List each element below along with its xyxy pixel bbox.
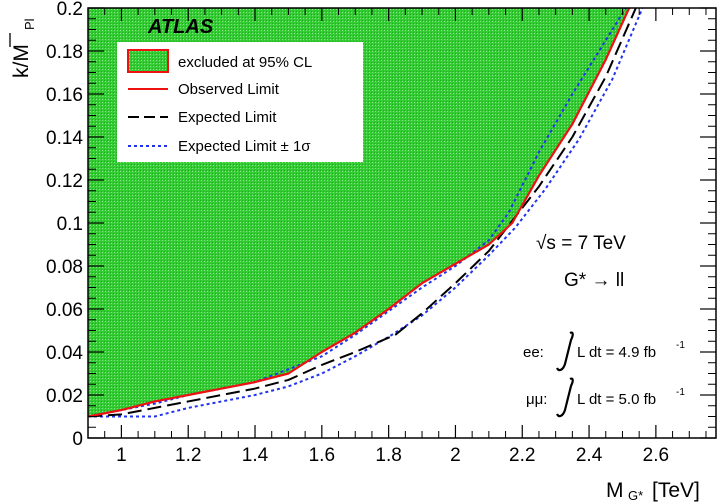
y-tick-label: 0.12 [46, 171, 83, 192]
x-axis-title: M G* [TeV] [606, 479, 700, 503]
legend-entry-observed: Observed Limit [128, 81, 280, 98]
x-tick-label: 2.4 [576, 445, 603, 466]
ee-luminosity: L dt = 4.9 fb [577, 344, 656, 361]
legend-entry-sigma: Expected Limit ± 1σ [128, 138, 311, 155]
mumu-integral-sign [556, 377, 574, 418]
x-tick-label: 1 [116, 445, 127, 466]
legend-label-observed: Observed Limit [178, 81, 280, 98]
series-observed-limit [88, 8, 631, 418]
x-axis-title-main: M [606, 479, 624, 502]
legend-entry-excluded: excluded at 95% CL [127, 49, 312, 73]
x-tick-label: 2.6 [643, 445, 669, 466]
y-tick-label: 0 [72, 429, 83, 450]
x-axis-title-unit: [TeV] [652, 479, 700, 502]
experiment-label: ATLAS [147, 16, 214, 38]
legend-label-expected: Expected Limit [178, 109, 277, 126]
legend: excluded at 95% CL Observed Limit Expect… [117, 42, 363, 162]
y-axis-title-sub: Pl [22, 18, 37, 30]
mumu-channel-label: μμ: [526, 391, 547, 408]
y-tick-label: 0.04 [46, 343, 83, 364]
ee-luminosity-exponent: -1 [676, 340, 685, 351]
mumu-luminosity: L dt = 5.0 fb [577, 391, 656, 408]
ee-channel-label: ee: [523, 344, 544, 361]
energy-annotation: √s = 7 TeV [536, 233, 626, 254]
x-tick-label: 1.8 [375, 445, 401, 466]
y-tick-label: 0.2 [57, 0, 83, 20]
legend-entry-expected: Expected Limit [128, 109, 277, 126]
y-tick-label: 0.14 [46, 128, 83, 149]
legend-swatch-excluded [127, 49, 169, 73]
legend-label-excluded: excluded at 95% CL [178, 54, 312, 71]
y-tick-label: 0.02 [46, 386, 83, 407]
y-tick-label: 0.08 [46, 257, 83, 278]
y-tick-label: 0.16 [46, 85, 83, 106]
x-tick-label: 1.2 [175, 445, 201, 466]
process-annotation: G* → ll [564, 270, 624, 291]
x-tick-label: 2 [450, 445, 461, 466]
y-axis-title: k/M Pl [9, 18, 37, 78]
mumu-luminosity-exponent: -1 [676, 387, 685, 398]
y-axis-title-main: k/M [10, 44, 33, 78]
legend-label-sigma: Expected Limit ± 1σ [178, 138, 311, 155]
ee-integral-sign [556, 331, 574, 372]
x-tick-label: 1.4 [242, 445, 269, 466]
annotations: √s = 7 TeV G* → ll ee: L dt = 4.9 fb -1 … [523, 233, 685, 418]
y-tick-label: 0.06 [46, 300, 83, 321]
y-tick-label: 0.18 [46, 42, 83, 63]
y-tick-label: 0.1 [57, 214, 83, 235]
x-tick-label: 2.2 [509, 445, 535, 466]
x-axis-title-sub: G* [628, 488, 643, 503]
x-tick-label: 1.6 [309, 445, 335, 466]
